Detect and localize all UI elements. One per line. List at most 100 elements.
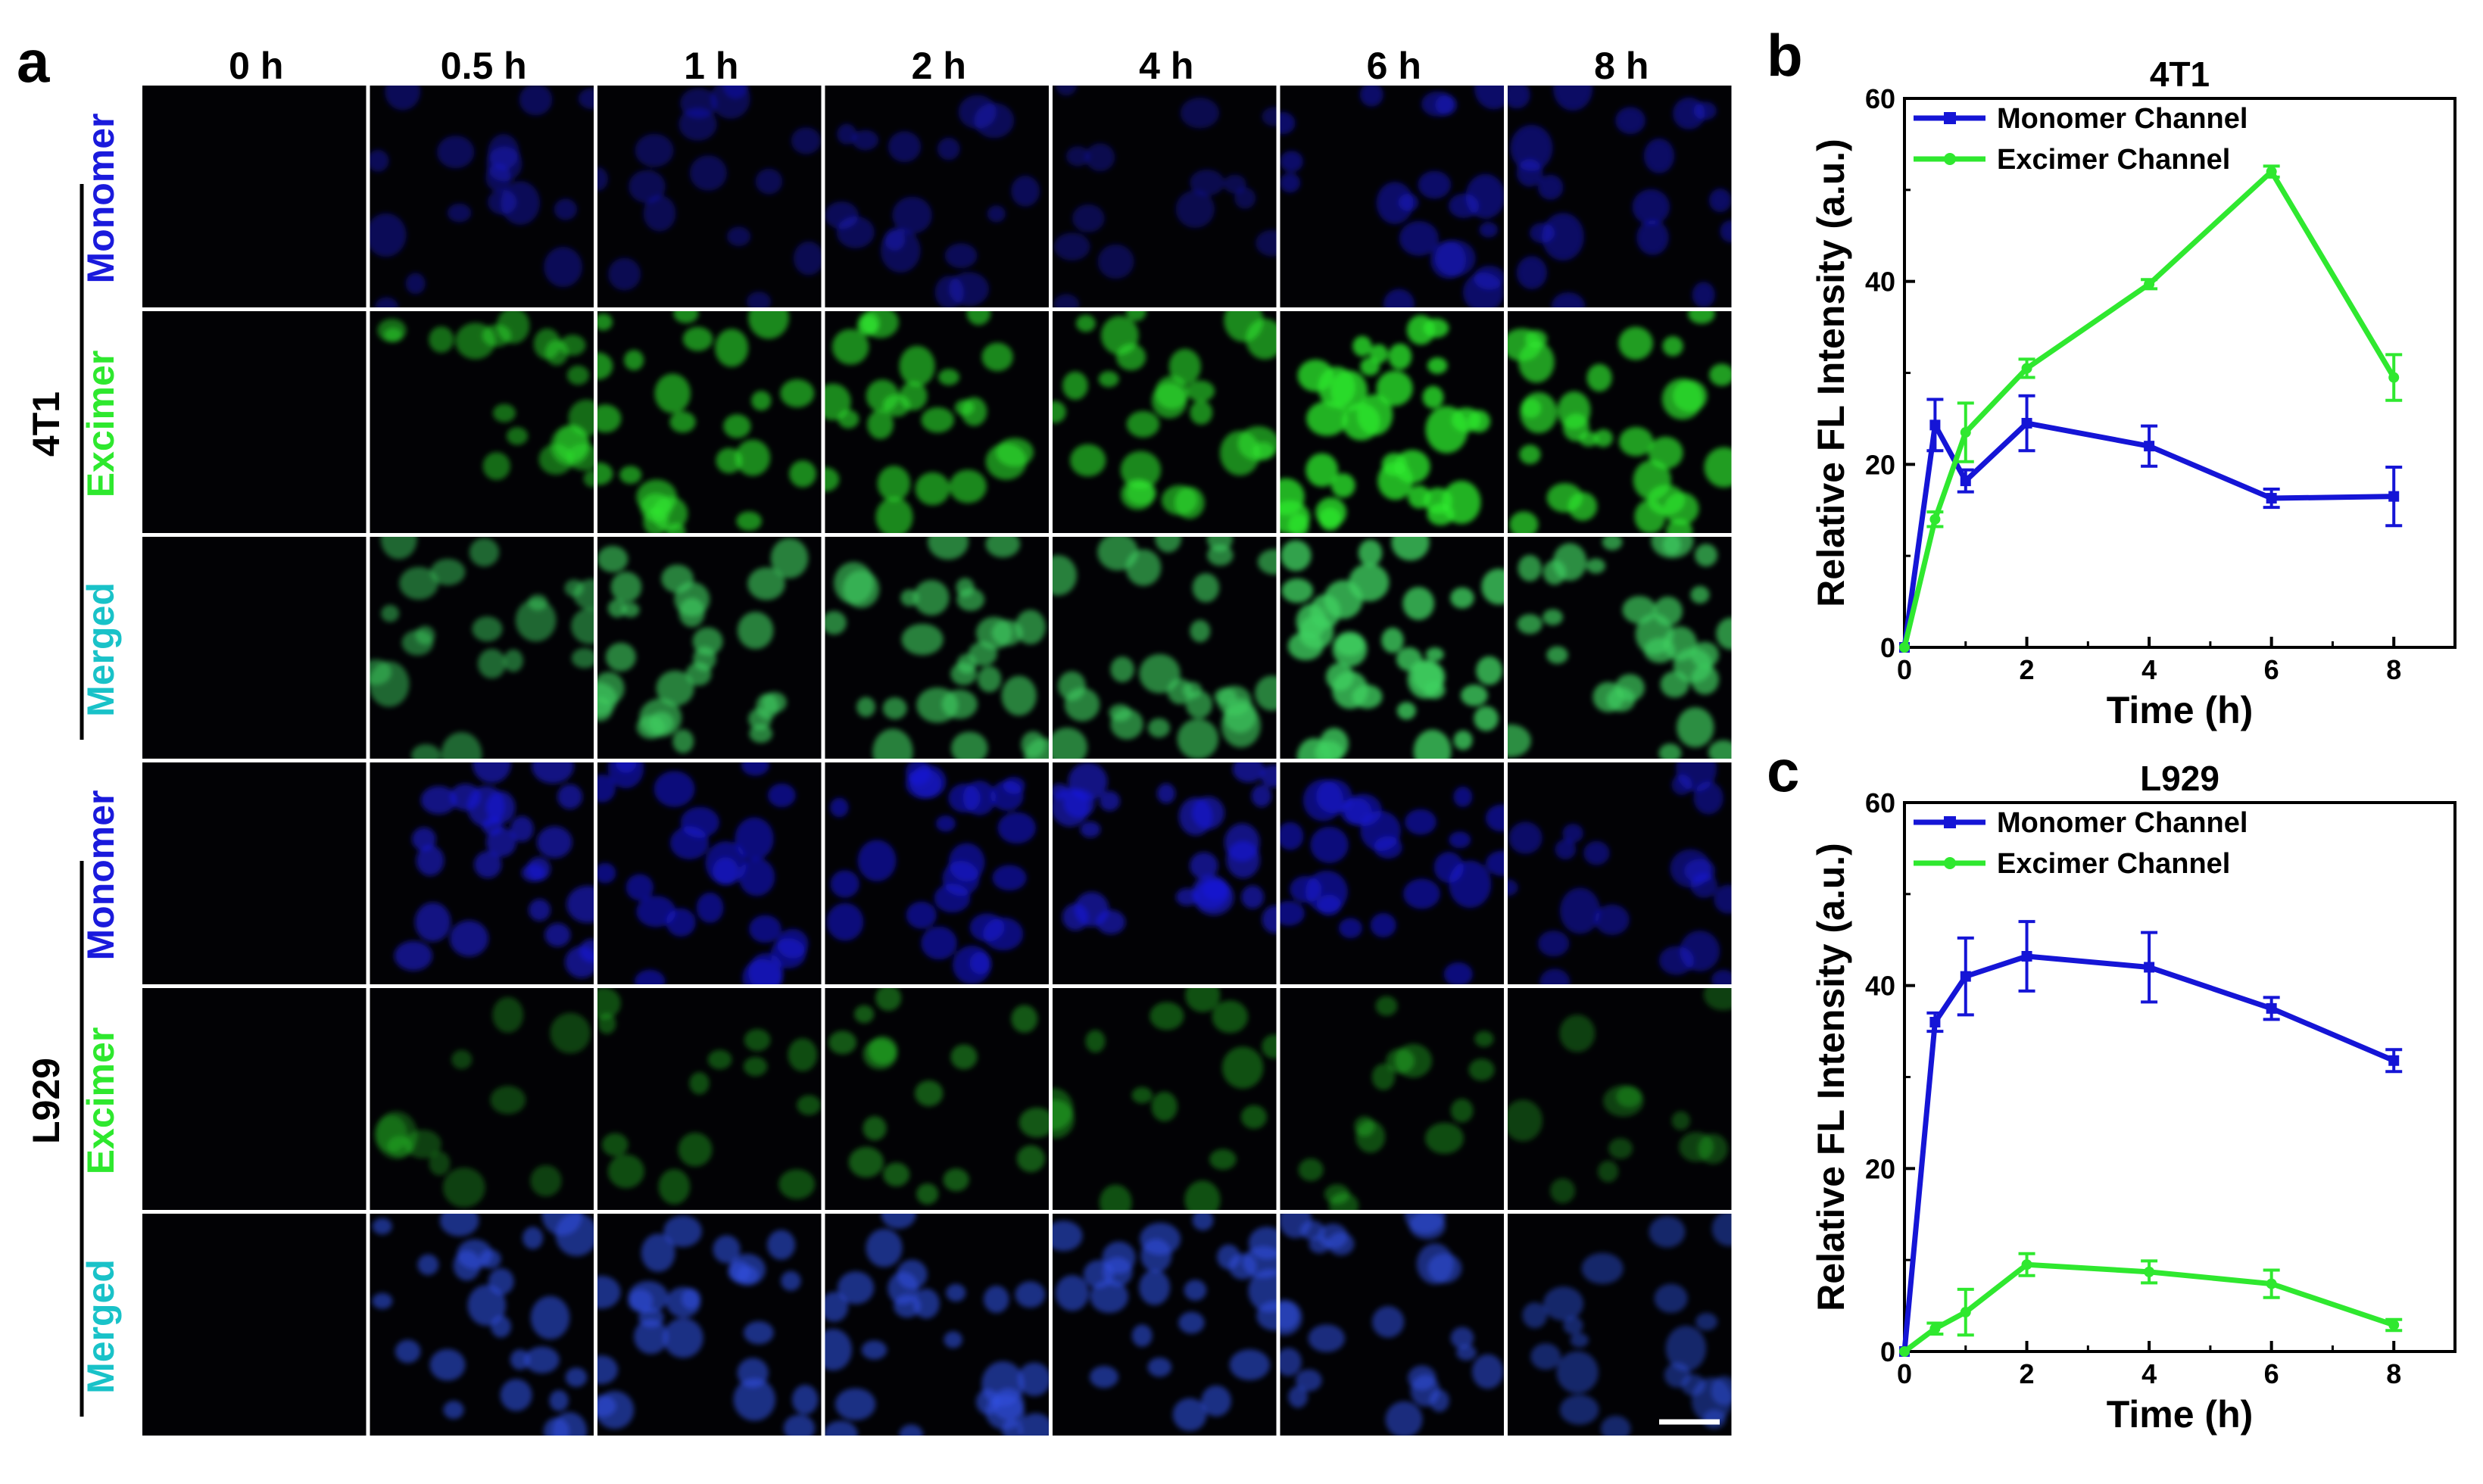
- marker-4t1-monomer-channel-5: [2266, 493, 2277, 504]
- micrograph-l929-excimer-8-h: [1508, 988, 1732, 1210]
- marker-4t1-excimer-channel-3: [2021, 363, 2032, 374]
- marker-l929-excimer-channel-2: [1960, 1307, 1971, 1318]
- y-tick-label-4t1-0: 0: [1880, 632, 1895, 663]
- column-header-4-h: 4 h: [1139, 45, 1193, 87]
- marker-4t1-excimer-channel-1: [1929, 513, 1941, 525]
- micrograph-l929-excimer-2-h: [825, 988, 1049, 1210]
- micrograph-4t1-merged-1-h: [597, 537, 822, 759]
- marker-l929-monomer-channel-1: [1929, 1017, 1941, 1027]
- legend-marker-4t1-excimer-channel: [1944, 153, 1956, 165]
- marker-4t1-monomer-channel-1: [1929, 419, 1941, 431]
- marker-4t1-monomer-channel-4: [2144, 441, 2155, 452]
- micrograph-l929-excimer-1-h: [597, 988, 822, 1210]
- micrograph-l929-merged-8-h: [1508, 1214, 1732, 1436]
- y-tick-label-l929-20: 20: [1865, 1153, 1895, 1184]
- panel-letter-a: a: [17, 28, 50, 95]
- micrograph-l929-monomer-6-h: [1280, 762, 1504, 984]
- x-axis-label-l929: Time (h): [2107, 1393, 2254, 1436]
- marker-l929-monomer-channel-5: [2266, 1002, 2277, 1014]
- marker-4t1-excimer-channel-6: [2388, 372, 2400, 383]
- x-tick-label-4t1-2: 2: [2020, 654, 2035, 685]
- micrograph-4t1-excimer-8-h: [1508, 311, 1732, 533]
- micrograph-l929-monomer-8-h: [1508, 762, 1732, 984]
- series-l929-monomer-channel: [1899, 920, 2403, 1357]
- micrograph-4t1-merged-8-h: [1508, 537, 1732, 759]
- micrograph-l929-excimer-0-5-h: [370, 988, 594, 1210]
- marker-4t1-monomer-channel-2: [1960, 475, 1971, 487]
- legend-label-l929-monomer-channel: Monomer Channel: [1997, 807, 2247, 839]
- row-label-l929-monomer: Monomer: [80, 790, 122, 961]
- x-tick-label-l929-2: 2: [2020, 1358, 2035, 1389]
- micrograph-l929-monomer-0-5-h: [370, 762, 594, 984]
- marker-l929-excimer-channel-4: [2144, 1266, 2155, 1277]
- micrograph-4t1-excimer-4-h: [1053, 311, 1277, 533]
- y-tick-label-4t1-60: 60: [1865, 83, 1895, 114]
- micrograph-l929-merged-2-h: [825, 1214, 1049, 1436]
- marker-l929-excimer-channel-3: [2021, 1259, 2032, 1270]
- x-tick-label-l929-0: 0: [1897, 1358, 1912, 1389]
- micrograph-l929-monomer-0-h: [142, 762, 367, 984]
- x-axis-label-4t1: Time (h): [2107, 689, 2254, 731]
- row-label-l929-merged: Merged: [80, 1259, 122, 1394]
- marker-4t1-excimer-channel-4: [2144, 279, 2155, 290]
- cell-line-label-4t1: 4T1: [25, 391, 67, 457]
- row-label-l929-excimer: Excimer: [80, 1027, 122, 1175]
- micrograph-4t1-merged-6-h: [1280, 537, 1504, 759]
- micrograph-4t1-excimer-1-h: [597, 311, 822, 533]
- legend-label-l929-excimer-channel: Excimer Channel: [1997, 848, 2230, 880]
- micrograph-cells: [142, 86, 1732, 1436]
- micrograph-4t1-excimer-2-h: [825, 311, 1049, 533]
- marker-4t1-excimer-channel-5: [2266, 166, 2277, 177]
- panel-b-chart-4t1: b 4T1 0 2 4 6 8 0 20 40 60 Time (h) Relative FL Int…: [1767, 22, 2456, 731]
- legend-label-4t1-monomer-channel: Monomer Channel: [1997, 103, 2247, 135]
- marker-l929-excimer-channel-5: [2266, 1278, 2277, 1289]
- micrograph-l929-merged-0-5-h: [370, 1214, 594, 1436]
- row-label-4t1-monomer: Monomer: [80, 114, 122, 284]
- y-tick-label-l929-60: 60: [1865, 787, 1895, 818]
- column-header-0-h: 0 h: [229, 45, 283, 87]
- micrograph-l929-monomer-1-h: [597, 762, 822, 984]
- micrograph-l929-monomer-4-h: [1053, 762, 1277, 984]
- marker-4t1-monomer-channel-6: [2388, 491, 2400, 502]
- chart-title-l929: L929: [2140, 759, 2219, 798]
- micrograph-l929-excimer-4-h: [1053, 988, 1277, 1210]
- series-4t1-monomer-channel: [1899, 394, 2403, 653]
- micrograph-4t1-monomer-1-h: [597, 86, 822, 307]
- y-tick-label-4t1-20: 20: [1865, 449, 1895, 480]
- panel-a-micrograph-grid: a 0 h 0.5 h 1 h 2 h 4 h 6 h 8 h 4T1 Monomer Exci…: [17, 28, 1732, 1436]
- row-label-4t1-merged: Merged: [80, 582, 122, 717]
- chart-title-4t1: 4T1: [2150, 55, 2210, 94]
- panel-letter-c: c: [1767, 737, 1799, 804]
- column-header-0-5-h: 0.5 h: [441, 45, 527, 87]
- marker-l929-excimer-channel-0: [1899, 1346, 1910, 1357]
- x-tick-label-l929-4: 4: [2141, 1358, 2157, 1389]
- legend-marker-4t1-monomer-channel: [1944, 112, 1956, 124]
- series-4t1-excimer-channel: [1899, 164, 2403, 653]
- micrograph-4t1-merged-2-h: [825, 537, 1049, 759]
- marker-l929-monomer-channel-6: [2388, 1055, 2400, 1066]
- micrograph-l929-merged-6-h: [1280, 1214, 1504, 1436]
- column-header-8-h: 8 h: [1594, 45, 1649, 87]
- marker-4t1-excimer-channel-0: [1899, 642, 1910, 653]
- micrograph-4t1-monomer-8-h: [1508, 86, 1732, 307]
- micrograph-4t1-monomer-0-h: [142, 86, 367, 307]
- micrograph-4t1-excimer-6-h: [1280, 311, 1504, 533]
- marker-l929-monomer-channel-2: [1960, 971, 1971, 982]
- micrograph-l929-merged-1-h: [597, 1214, 822, 1436]
- x-tick-label-l929-6: 6: [2264, 1358, 2279, 1389]
- column-header-1-h: 1 h: [684, 45, 738, 87]
- cell-line-label-l929: L929: [25, 1058, 67, 1144]
- micrograph-4t1-monomer-6-h: [1280, 86, 1504, 307]
- y-tick-label-l929-40: 40: [1865, 971, 1895, 1002]
- y-tick-label-4t1-40: 40: [1865, 267, 1895, 298]
- micrograph-4t1-merged-4-h: [1053, 537, 1277, 759]
- marker-4t1-monomer-channel-3: [2021, 417, 2032, 429]
- x-tick-label-4t1-6: 6: [2264, 654, 2279, 685]
- micrograph-l929-merged-0-h: [142, 1214, 367, 1436]
- micrograph-l929-excimer-6-h: [1280, 988, 1504, 1210]
- micrograph-4t1-monomer-4-h: [1053, 86, 1277, 307]
- legend-marker-l929-excimer-channel: [1944, 857, 1956, 869]
- x-tick-label-l929-8: 8: [2386, 1358, 2401, 1389]
- x-tick-label-4t1-0: 0: [1897, 654, 1912, 685]
- row-labels: 4T1 Monomer Excimer Merged L929 Monomer Excime…: [25, 114, 122, 1417]
